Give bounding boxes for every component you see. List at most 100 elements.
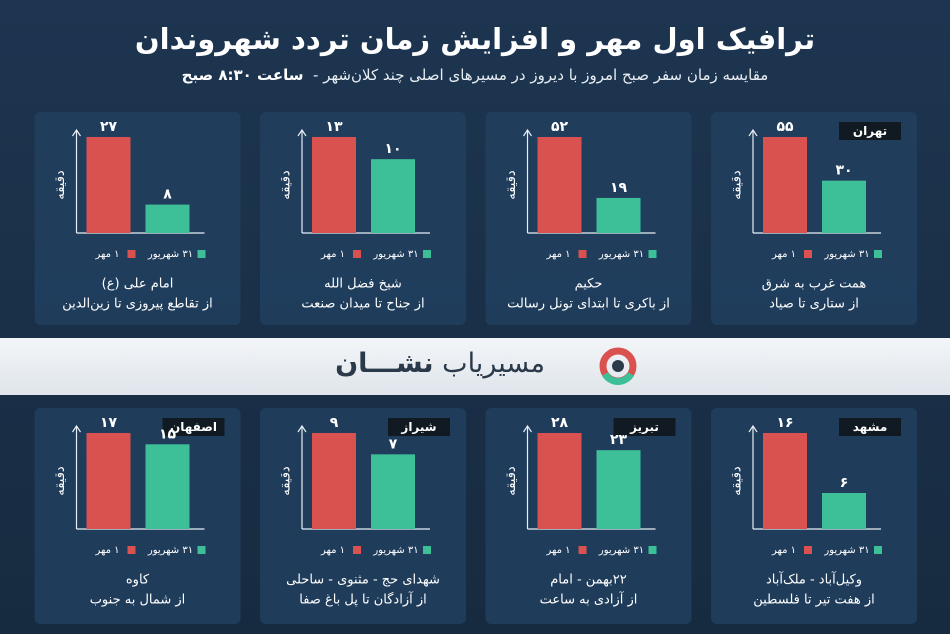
legend-label: ۳۱ شهریور (147, 545, 193, 556)
subtitle: مقایسه زمان سفر صبح امروز با دیروز در مس… (323, 66, 769, 84)
legend-swatch (648, 546, 657, 554)
legend-swatch (578, 546, 587, 554)
y-axis-label: دقیقه (279, 466, 294, 496)
y-axis-arrow (297, 128, 307, 137)
value-label: ۱۷ (100, 415, 118, 431)
route: امام علی (ع) (102, 277, 174, 292)
legend-swatch (197, 546, 206, 554)
banner: مسیریاب نشـــان (0, 338, 950, 395)
route: حکیم (575, 277, 603, 292)
city-name: تهران (853, 124, 887, 138)
legend-swatch (874, 250, 882, 258)
route: شهدای حج - مثنوی - ساحلی (286, 573, 440, 588)
brand: مسیریاب نشـــان (290, 348, 590, 379)
time: ساعت ۸:۳۰ صبح (181, 66, 304, 84)
legend-swatch (423, 546, 431, 554)
y-axis-label: دقیقه (730, 170, 745, 200)
y-axis-arrow (523, 128, 532, 137)
legend-label: ۳۱ شهریور (598, 545, 644, 556)
city-tag (613, 418, 676, 436)
route: ۲۲بهمن - امام (550, 573, 627, 588)
value-label: ۸ (163, 187, 172, 203)
legend-label: ۱ مهر (771, 545, 796, 556)
bar (537, 433, 582, 529)
panel (34, 112, 241, 325)
logo (599, 347, 637, 385)
bar (145, 204, 190, 233)
legend-swatch (197, 250, 206, 258)
route: شیخ فضل الله (324, 277, 402, 292)
legend-label: ۱ مهر (320, 249, 345, 260)
legend-label: ۱ مهر (94, 249, 119, 260)
value-label: ۶ (840, 475, 849, 491)
bar (822, 180, 866, 233)
city-name: مشهد (853, 420, 888, 434)
route: وکیل‌آباد - ملک‌آباد (766, 571, 862, 588)
city-name: اصفهان (170, 420, 217, 434)
value-label: ۷ (389, 436, 398, 452)
value-label: ۳۰ (835, 163, 852, 179)
y-axis-arrow (72, 424, 81, 433)
value-label: ۲۳ (610, 432, 628, 448)
value-label: ۱۵ (159, 426, 177, 442)
bar (596, 197, 641, 233)
title: ترافیک اول مهر و افزایش زمان تردد شهروند… (134, 22, 816, 56)
y-axis-label: دقیقه (279, 170, 294, 200)
route-from: از هفت تیر تا فلسطین (753, 593, 875, 608)
y-axis-label: دقیقه (53, 170, 68, 200)
y-axis-arrow (748, 128, 758, 137)
value-label: ۱۹ (610, 180, 628, 196)
value-label: ۱۰ (384, 141, 401, 157)
legend-swatch (804, 250, 812, 258)
y-axis-arrow (297, 424, 307, 433)
legend-label: ۳۱ شهریور (147, 249, 193, 260)
legend-label: ۳۱ شهریور (598, 249, 644, 260)
legend-label: ۱ مهر (545, 249, 570, 260)
legend-swatch (804, 546, 812, 554)
panel (711, 112, 917, 325)
y-axis-label: دقیقه (730, 466, 745, 496)
legend-swatch (127, 250, 136, 258)
route-from: از آزادگان تا پل باغ صفا (299, 591, 427, 608)
bar (763, 433, 807, 529)
legend-label: ۳۱ شهریور (372, 545, 418, 556)
legend-swatch (648, 250, 657, 258)
city-name: تبریز (629, 420, 659, 434)
bar (312, 433, 356, 529)
value-label: ۱۳ (325, 119, 343, 135)
legend-label: ۳۱ شهریور (372, 249, 418, 260)
bar (537, 137, 582, 233)
route: همت غرب به شرق (762, 277, 867, 292)
panel (485, 112, 692, 325)
value-label: ۵۵ (776, 119, 794, 135)
city-tag (839, 418, 901, 436)
bar (312, 137, 356, 233)
y-axis-label: دقیقه (504, 170, 519, 200)
legend-swatch (127, 546, 136, 554)
legend-label: ۱ مهر (771, 249, 796, 260)
bar (371, 454, 415, 529)
city-tag (162, 418, 225, 436)
route-from: از آزادی به ساعت (540, 591, 638, 608)
legend-label: ۱ مهر (320, 545, 345, 556)
bar (145, 444, 190, 529)
value-label: ۱۶ (776, 415, 793, 431)
subtitle-line: مقایسه زمان سفر صبح امروز با دیروز در مس… (181, 66, 769, 84)
legend-swatch (423, 250, 431, 258)
y-axis-arrow (523, 424, 532, 433)
y-axis-arrow (72, 128, 81, 137)
panel (260, 112, 466, 325)
legend-swatch (353, 250, 361, 258)
legend-swatch (874, 546, 882, 554)
brand-prefix: مسیریاب (442, 348, 545, 379)
y-axis-arrow (748, 424, 758, 433)
city-tag (839, 122, 901, 140)
panel (711, 408, 917, 624)
route-from: از شمال به جنوب (90, 593, 186, 608)
bar (822, 493, 866, 529)
value-label: ۲۸ (551, 415, 569, 431)
value-label: ۹ (330, 415, 339, 431)
route-from: از ستاری تا صیاد (769, 297, 859, 312)
